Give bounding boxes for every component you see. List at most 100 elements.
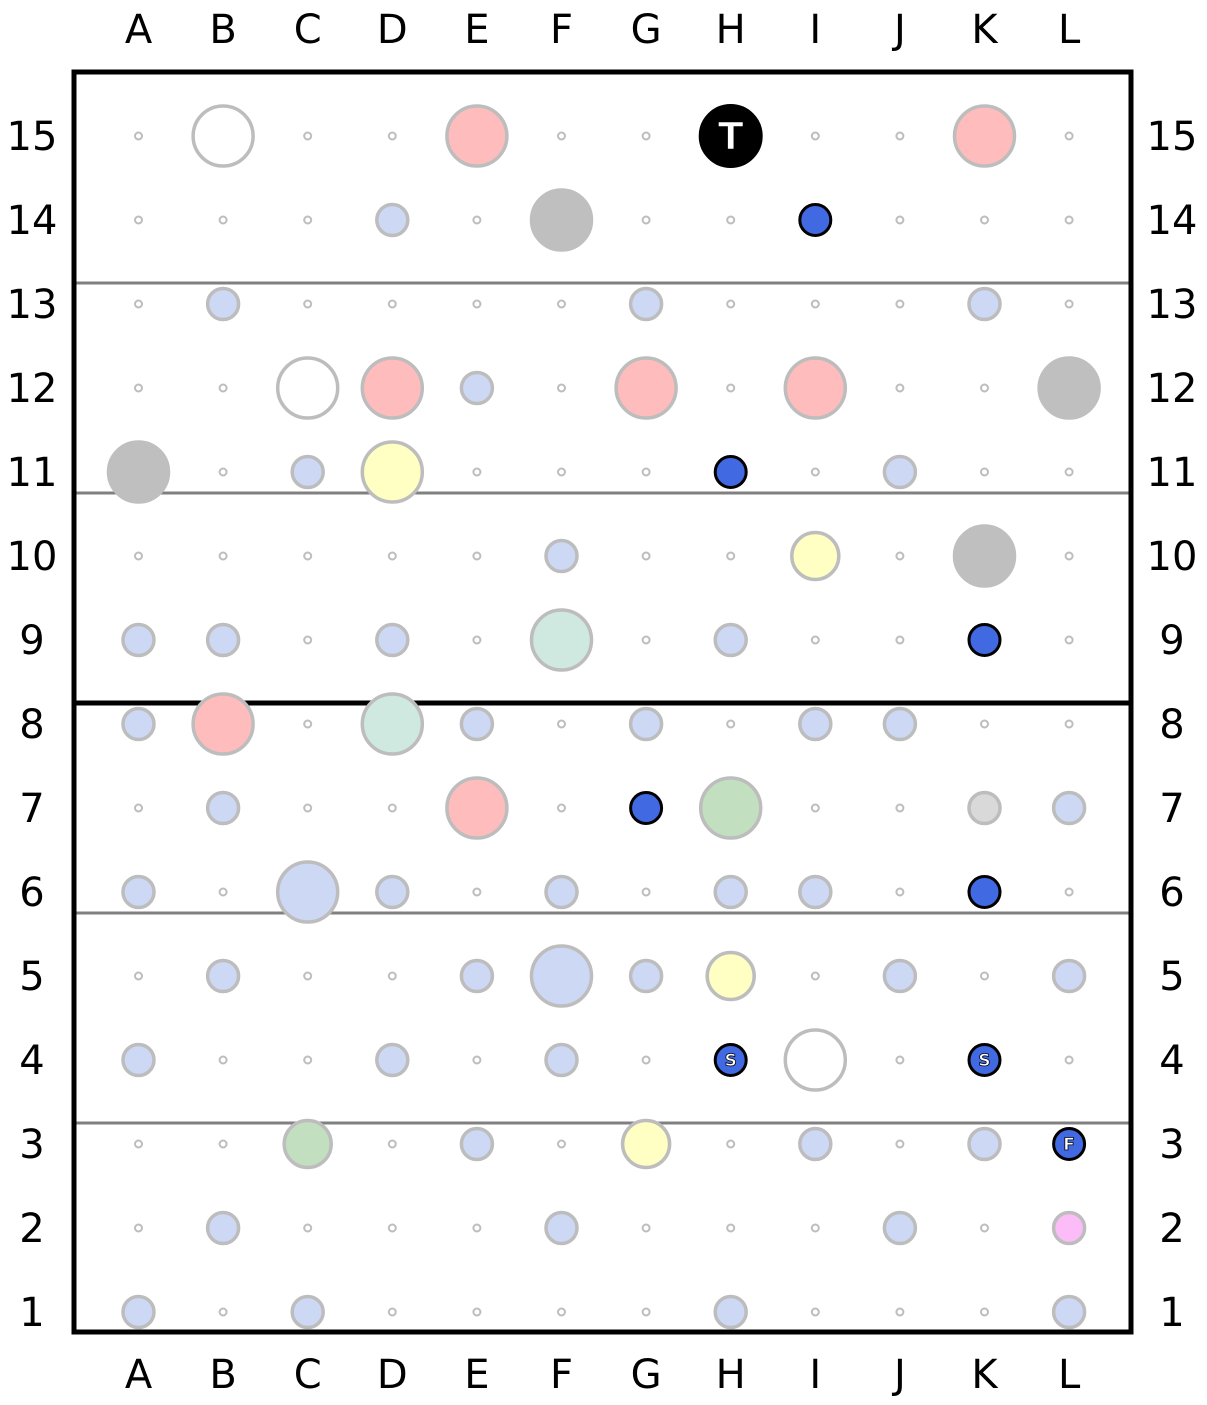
empty-point[interactable] — [895, 635, 905, 645]
empty-point[interactable] — [134, 131, 143, 141]
empty-point[interactable] — [387, 803, 397, 813]
empty-point[interactable] — [980, 719, 989, 729]
piece-blue-light[interactable] — [798, 1126, 833, 1162]
piece-blue-light[interactable] — [628, 706, 664, 742]
piece-green[interactable] — [282, 1118, 333, 1170]
empty-point[interactable] — [387, 299, 397, 309]
empty-point[interactable] — [895, 1307, 905, 1317]
empty-point[interactable] — [303, 299, 313, 309]
piece-blue-light[interactable] — [121, 622, 156, 658]
piece-blue-light[interactable] — [882, 958, 918, 994]
empty-point[interactable] — [218, 1139, 228, 1149]
piece-blue-piece[interactable] — [967, 875, 1002, 909]
piece-blue-light[interactable] — [459, 370, 495, 406]
empty-point[interactable] — [218, 383, 228, 393]
piece-blue-light[interactable] — [713, 1294, 748, 1330]
empty-point[interactable] — [726, 383, 736, 393]
empty-point[interactable] — [134, 803, 143, 813]
piece-gray[interactable] — [106, 440, 171, 504]
piece-yellow[interactable] — [790, 530, 841, 582]
empty-point[interactable] — [303, 1055, 313, 1065]
piece-white-ring[interactable] — [191, 104, 255, 168]
empty-point[interactable] — [134, 971, 143, 981]
empty-point[interactable] — [641, 887, 651, 897]
empty-point[interactable] — [726, 1223, 736, 1233]
piece-pink[interactable] — [360, 356, 425, 420]
piece-blue-light[interactable] — [544, 1210, 579, 1246]
empty-point[interactable] — [472, 215, 482, 225]
piece-blue-piece[interactable] — [798, 203, 833, 237]
piece-yellow[interactable] — [705, 950, 756, 1002]
piece-blue-light[interactable] — [290, 1294, 325, 1330]
empty-point[interactable] — [1064, 1055, 1074, 1065]
empty-point[interactable] — [980, 1307, 989, 1317]
empty-point[interactable] — [641, 215, 651, 225]
empty-point[interactable] — [472, 887, 482, 897]
piece-blue-light[interactable] — [375, 1042, 410, 1078]
piece-blue-light[interactable] — [375, 202, 410, 238]
piece-blue-light[interactable] — [205, 790, 241, 826]
empty-point[interactable] — [1064, 887, 1074, 897]
piece-white-ring[interactable] — [275, 356, 340, 420]
piece-blue-light[interactable] — [713, 874, 748, 910]
piece-blue-light[interactable] — [798, 706, 833, 742]
piece-blue-piece[interactable] — [713, 455, 748, 489]
piece-blue-piece[interactable] — [967, 623, 1002, 657]
empty-point[interactable] — [810, 467, 820, 477]
empty-point[interactable] — [387, 1223, 397, 1233]
empty-point[interactable] — [387, 971, 397, 981]
piece-gray[interactable] — [1037, 356, 1101, 420]
empty-point[interactable] — [726, 215, 736, 225]
empty-point[interactable] — [895, 1139, 905, 1149]
empty-point[interactable] — [303, 131, 313, 141]
piece-pink[interactable] — [445, 776, 509, 840]
empty-point[interactable] — [557, 299, 566, 309]
empty-point[interactable] — [895, 887, 905, 897]
empty-point[interactable] — [641, 1055, 651, 1065]
empty-point[interactable] — [895, 551, 905, 561]
empty-point[interactable] — [895, 803, 905, 813]
empty-point[interactable] — [387, 1307, 397, 1317]
empty-point[interactable] — [472, 299, 482, 309]
piece-blue-piece[interactable]: S — [967, 1043, 1002, 1077]
piece-blue-light[interactable] — [459, 1126, 495, 1162]
empty-point[interactable] — [557, 131, 566, 141]
empty-point[interactable] — [980, 971, 989, 981]
piece-blue-light[interactable] — [121, 706, 156, 742]
empty-point[interactable] — [641, 1223, 651, 1233]
empty-point[interactable] — [1064, 635, 1074, 645]
empty-point[interactable] — [134, 551, 143, 561]
empty-point[interactable] — [472, 1223, 482, 1233]
piece-pink[interactable] — [191, 692, 255, 756]
empty-point[interactable] — [557, 383, 566, 393]
piece-blue-light[interactable] — [205, 286, 241, 322]
empty-point[interactable] — [134, 1223, 143, 1233]
piece-pink[interactable] — [783, 356, 848, 420]
empty-point[interactable] — [303, 215, 313, 225]
piece-blue-light[interactable] — [544, 874, 579, 910]
empty-point[interactable] — [641, 467, 651, 477]
empty-point[interactable] — [810, 635, 820, 645]
empty-point[interactable] — [641, 1307, 651, 1317]
piece-blue-light[interactable] — [713, 622, 748, 658]
piece-pink[interactable] — [952, 104, 1017, 168]
piece-mint[interactable] — [360, 692, 425, 756]
empty-point[interactable] — [726, 719, 736, 729]
empty-point[interactable] — [303, 551, 313, 561]
piece-magenta-light[interactable] — [1051, 1210, 1087, 1246]
piece-yellow[interactable] — [620, 1118, 672, 1170]
empty-point[interactable] — [472, 1055, 482, 1065]
empty-point[interactable] — [134, 383, 143, 393]
empty-point[interactable] — [557, 803, 566, 813]
piece-blue-light[interactable] — [375, 622, 410, 658]
empty-point[interactable] — [726, 1139, 736, 1149]
empty-point[interactable] — [303, 1223, 313, 1233]
empty-point[interactable] — [810, 1307, 820, 1317]
empty-point[interactable] — [726, 299, 736, 309]
piece-green[interactable] — [698, 776, 763, 840]
piece-blue-light[interactable] — [290, 454, 325, 490]
empty-point[interactable] — [472, 635, 482, 645]
piece-blue-light[interactable] — [121, 1042, 156, 1078]
empty-point[interactable] — [303, 719, 313, 729]
empty-point[interactable] — [1064, 719, 1074, 729]
